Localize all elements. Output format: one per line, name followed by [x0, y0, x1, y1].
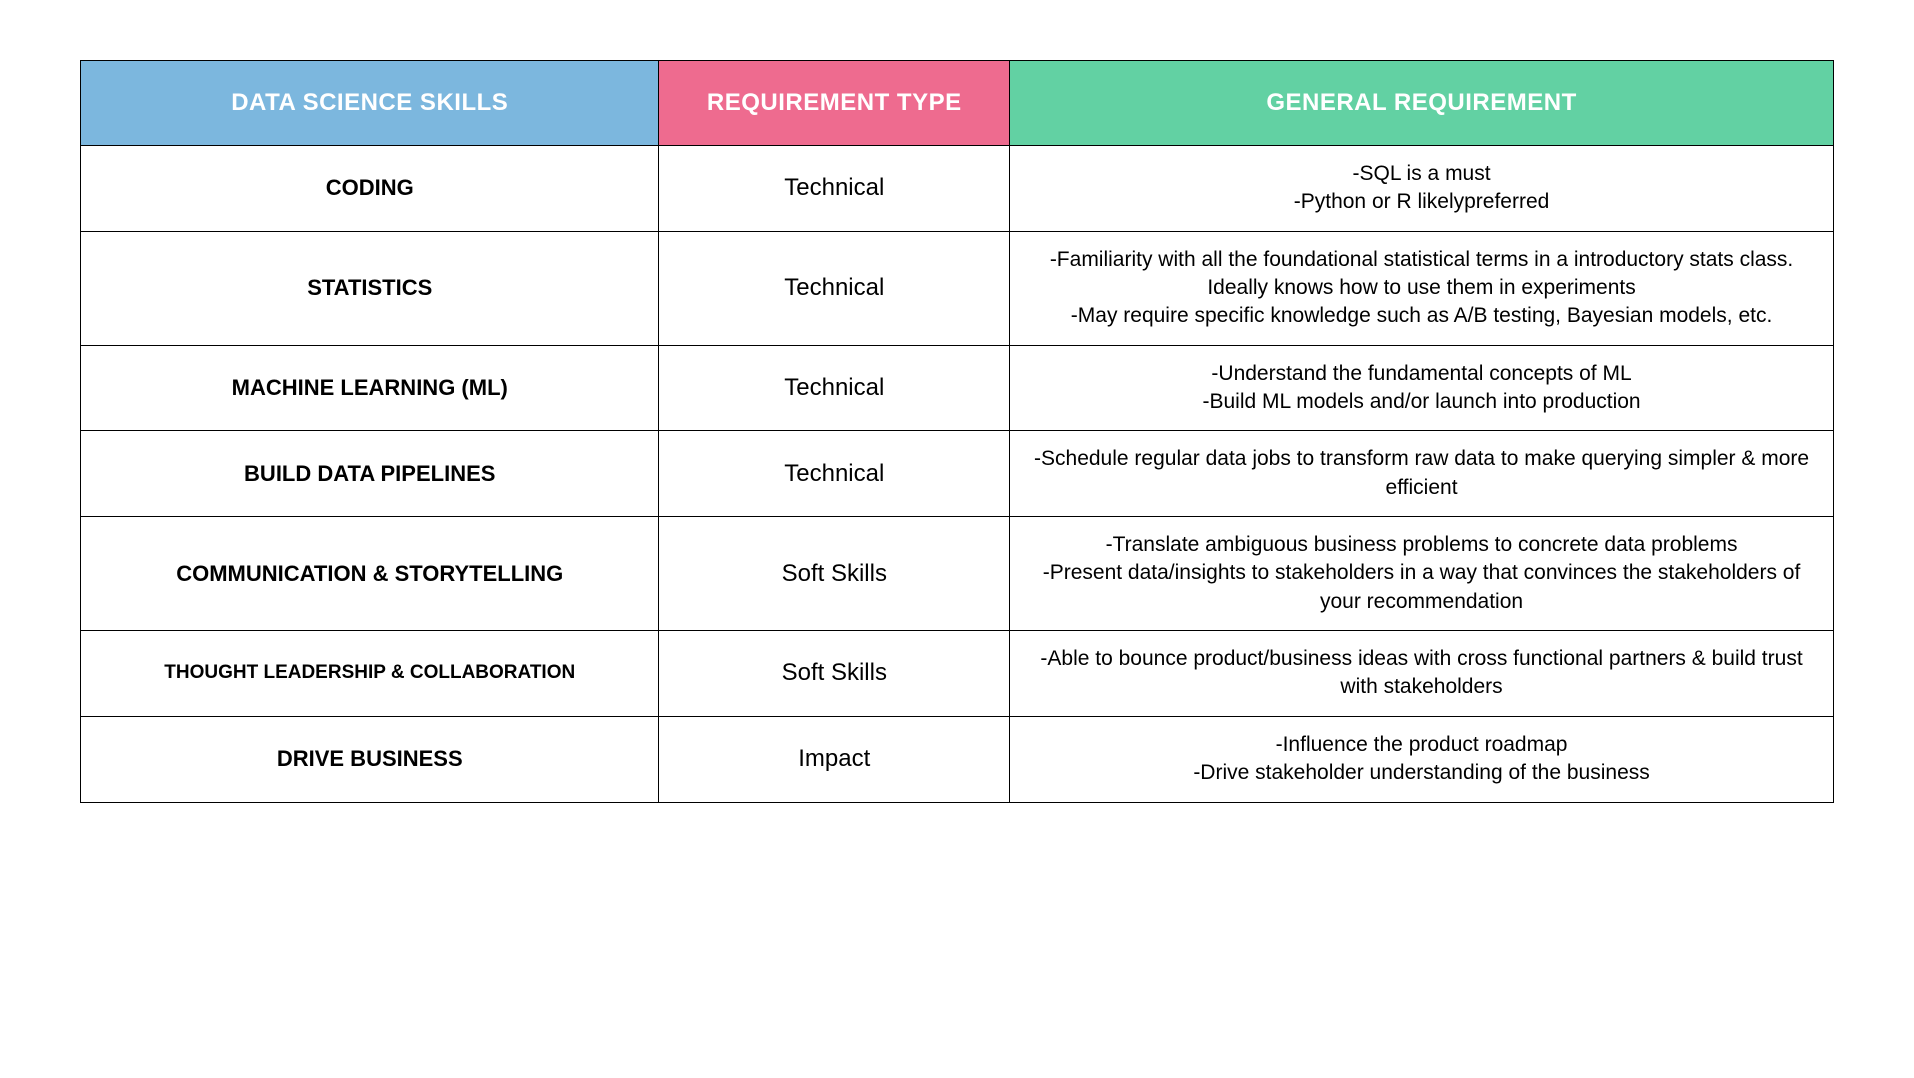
requirement-cell: -Translate ambiguous business problems t…	[1010, 517, 1834, 631]
skill-cell: COMMUNICATION & STORYTELLING	[81, 517, 659, 631]
requirement-line: -SQL is a must	[1022, 160, 1821, 188]
table-row: THOUGHT LEADERSHIP & COLLABORATIONSoft S…	[81, 631, 1834, 717]
skills-table: DATA SCIENCE SKILLS REQUIREMENT TYPE GEN…	[80, 60, 1834, 803]
requirement-line: -Familiarity with all the foundational s…	[1022, 246, 1821, 303]
table-row: COMMUNICATION & STORYTELLINGSoft Skills-…	[81, 517, 1834, 631]
requirement-cell: -Schedule regular data jobs to transform…	[1010, 431, 1834, 517]
table-row: BUILD DATA PIPELINESTechnical-Schedule r…	[81, 431, 1834, 517]
type-cell: Soft Skills	[659, 517, 1010, 631]
requirement-line: -Drive stakeholder understanding of the …	[1022, 759, 1821, 787]
requirement-line: -Understand the fundamental concepts of …	[1022, 360, 1821, 388]
skill-cell: THOUGHT LEADERSHIP & COLLABORATION	[81, 631, 659, 717]
requirement-cell: -SQL is a must-Python or R likelypreferr…	[1010, 146, 1834, 232]
type-cell: Soft Skills	[659, 631, 1010, 717]
col-header-type: REQUIREMENT TYPE	[659, 61, 1010, 146]
type-cell: Technical	[659, 146, 1010, 232]
requirement-cell: -Influence the product roadmap-Drive sta…	[1010, 716, 1834, 802]
type-cell: Technical	[659, 431, 1010, 517]
skill-cell: CODING	[81, 146, 659, 232]
skill-cell: BUILD DATA PIPELINES	[81, 431, 659, 517]
table-row: MACHINE LEARNING (ML)Technical -Understan…	[81, 345, 1834, 431]
skill-cell: STATISTICS	[81, 231, 659, 345]
table-row: DRIVE BUSINESSImpact-Influence the produ…	[81, 716, 1834, 802]
requirement-line: -Able to bounce product/business ideas w…	[1022, 645, 1821, 702]
requirement-line: -Schedule regular data jobs to transform…	[1022, 445, 1821, 502]
requirement-cell: -Able to bounce product/business ideas w…	[1010, 631, 1834, 717]
requirement-line: -Influence the product roadmap	[1022, 731, 1821, 759]
table-body: CODINGTechnical-SQL is a must-Python or …	[81, 146, 1834, 803]
requirement-line: -Build ML models and/or launch into prod…	[1022, 388, 1821, 416]
requirement-line: -May require specific knowledge such as …	[1022, 302, 1821, 330]
skill-cell: MACHINE LEARNING (ML)	[81, 345, 659, 431]
table-header-row: DATA SCIENCE SKILLS REQUIREMENT TYPE GEN…	[81, 61, 1834, 146]
type-cell: Technical	[659, 345, 1010, 431]
col-header-skills: DATA SCIENCE SKILLS	[81, 61, 659, 146]
requirement-cell: -Familiarity with all the foundational s…	[1010, 231, 1834, 345]
skill-cell: DRIVE BUSINESS	[81, 716, 659, 802]
table-row: CODINGTechnical-SQL is a must-Python or …	[81, 146, 1834, 232]
requirement-line: -Translate ambiguous business problems t…	[1022, 531, 1821, 559]
table-row: STATISTICSTechnical-Familiarity with all…	[81, 231, 1834, 345]
type-cell: Technical	[659, 231, 1010, 345]
requirement-line: -Python or R likelypreferred	[1022, 188, 1821, 216]
requirement-cell: -Understand the fundamental concepts of …	[1010, 345, 1834, 431]
requirement-line: -Present data/insights to stakeholders i…	[1022, 559, 1821, 616]
col-header-requirement: GENERAL REQUIREMENT	[1010, 61, 1834, 146]
type-cell: Impact	[659, 716, 1010, 802]
